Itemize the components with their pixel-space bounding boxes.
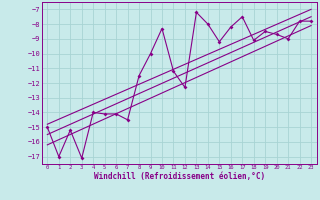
- X-axis label: Windchill (Refroidissement éolien,°C): Windchill (Refroidissement éolien,°C): [94, 172, 265, 181]
